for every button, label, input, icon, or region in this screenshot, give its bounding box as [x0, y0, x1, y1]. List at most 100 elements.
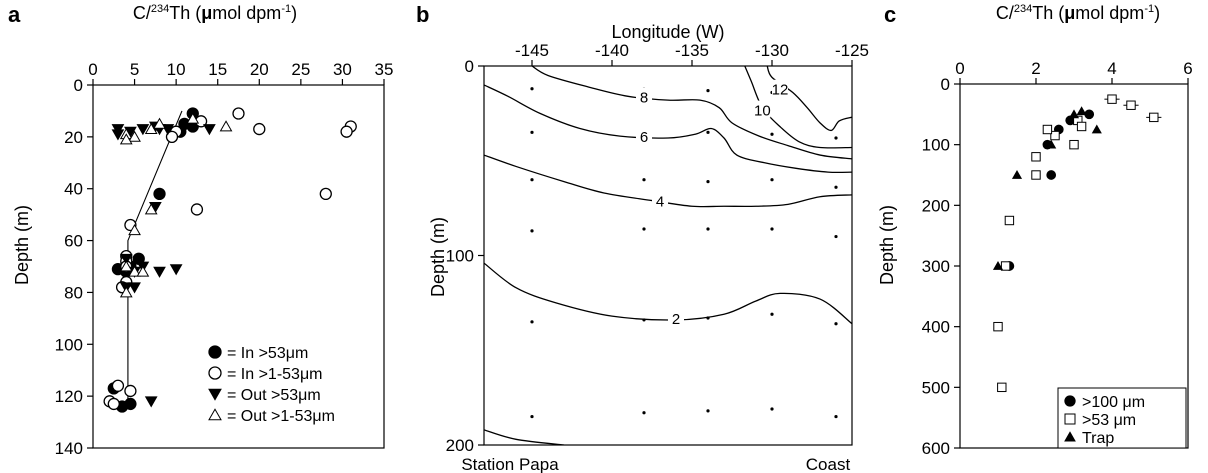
panel-b-x-tick-label: -140 — [595, 41, 629, 60]
panel-a-y-tick-label: 80 — [64, 283, 83, 302]
panel-b-contour-label-bg — [668, 309, 684, 327]
panel-a-x-tick-label: 10 — [167, 60, 186, 79]
panel-c-legend-label: >100 μm — [1082, 394, 1145, 411]
panel-c-point — [1126, 100, 1136, 110]
panel-b-contour-label: 2 — [672, 311, 680, 328]
panel-b-sample-point — [642, 178, 646, 182]
panel-a-legend-label: = Out >53μm — [227, 387, 321, 404]
panel-b-contour-label: 12 — [772, 82, 789, 99]
panel-b-x-tick-label: -125 — [835, 41, 869, 60]
panel-a-point — [153, 266, 166, 278]
panel-a-point — [153, 117, 166, 129]
panel-a-point — [169, 264, 183, 276]
panel-c-ylabel: Depth (m) — [877, 205, 897, 285]
panel-c-point — [1000, 261, 1011, 271]
panel-b-frame — [483, 65, 853, 446]
panel-b-ylabel: Depth (m) — [428, 217, 448, 297]
panel-b-contour-label-bg — [772, 79, 788, 97]
panel-c-point — [997, 382, 1007, 393]
panel-b-x-tick-label: -135 — [675, 41, 709, 60]
panel-c-legend-marker — [1064, 431, 1076, 442]
panel-a-x-tick-label: 5 — [130, 60, 139, 79]
panel-a-point — [119, 286, 133, 298]
panel-a-point — [153, 187, 166, 201]
panel-b-y-tick-label: 200 — [446, 436, 474, 455]
panel-b-contour-line — [484, 429, 565, 445]
panel-a-point — [119, 253, 133, 265]
panel-a-point — [253, 122, 266, 136]
panel-b-contour-line — [484, 262, 852, 325]
panel-b-contour-label-bg — [754, 100, 771, 118]
panel-b-sample-point — [530, 320, 534, 324]
panel-a-y-tick-label: 40 — [64, 180, 83, 199]
panel-a-point — [128, 282, 141, 294]
panel-c-y-tick-label: 400 — [922, 318, 950, 337]
panel-b-sample-point — [706, 130, 710, 134]
panel-c-point — [1046, 170, 1057, 180]
panel-a-legend-marker — [208, 366, 222, 380]
panel-c-y-tick-label: 0 — [941, 75, 950, 94]
panel-c-y-tick-label: 500 — [922, 378, 950, 397]
panel-c-legend-label: Trap — [1082, 430, 1114, 447]
panel-a-point — [128, 223, 141, 236]
panel-b-contour-line — [744, 66, 852, 149]
panel-c-point — [992, 261, 1004, 270]
panel-a-letter: a — [8, 2, 21, 27]
panel-a-y-tick-label: 20 — [64, 128, 83, 147]
panel-b-contour-label: 4 — [656, 194, 664, 211]
panel-c-legend-label: >53 μm — [1082, 412, 1136, 429]
panel-b-contour-line — [531, 66, 852, 160]
panel-c-y-tick-label: 300 — [922, 257, 950, 276]
panel-c-x-tick-label: 6 — [1183, 59, 1192, 78]
panel-b-contour-line — [484, 84, 852, 174]
panel-a-legend-marker — [208, 388, 222, 401]
panel-a-x-tick-label: 25 — [291, 60, 310, 79]
panel-b-y-tick-label: 100 — [446, 247, 474, 266]
panel-b-sample-point — [530, 178, 534, 182]
panel-b-sample-point — [706, 89, 710, 93]
panel-a-y-tick-label: 140 — [55, 439, 83, 458]
panel-a-x-tick-label: 0 — [88, 60, 97, 79]
panel-a-point — [190, 203, 204, 216]
panel-b-sample-point — [770, 227, 774, 231]
panel-b-x-tick-label: -145 — [515, 41, 549, 60]
panel-c-point — [993, 321, 1003, 332]
panel-b-sample-point — [770, 178, 774, 182]
panel-a-x-tick-label: 15 — [208, 60, 227, 79]
panel-b-sample-point — [770, 312, 774, 316]
panel-c-y-tick-label: 600 — [922, 439, 950, 458]
panel-b-right-label: Coast — [806, 455, 851, 473]
panel-a-point — [340, 125, 353, 138]
panel-a-point — [119, 260, 133, 272]
panel-a-ylabel: Depth (m) — [12, 205, 32, 285]
panel-b-sample-point — [706, 409, 710, 413]
panel-b-contour-label-bg — [652, 191, 668, 209]
panel-b-sample-point — [530, 414, 534, 419]
panel-c-point — [1050, 130, 1060, 141]
panel-a-x-tick-label: 20 — [250, 60, 269, 79]
panel-a-point — [203, 124, 216, 136]
panel-c-point — [1031, 152, 1041, 162]
panel-c-legend-marker — [1064, 395, 1076, 407]
panel-c-point — [1042, 124, 1053, 135]
panel-b-sample-point — [642, 411, 646, 415]
panel-a-xlabel: C/234Th (μmol dpm-1) — [133, 3, 297, 23]
panel-c-x-tick-label: 2 — [1031, 59, 1040, 78]
panel-a-y-tick-label: 0 — [74, 76, 83, 95]
panel-a-point — [144, 396, 158, 408]
panel-a-point — [111, 129, 125, 141]
panel-a-x-tick-label: 30 — [333, 60, 352, 79]
panel-b-xlabel: Longitude (W) — [611, 22, 724, 42]
panel-c-xlabel: C/234Th (μmol dpm-1) — [996, 3, 1160, 23]
panel-b-sample-point — [834, 414, 838, 419]
panel-a-point — [232, 107, 245, 120]
panel-b-left-label: Station Papa — [461, 455, 559, 473]
panel-a-point — [119, 133, 133, 145]
panel-b-contour-label-bg — [636, 127, 652, 145]
panel-a-point — [128, 130, 141, 142]
panel-c-y-tick-label: 100 — [922, 136, 950, 155]
panel-b-sample-point — [770, 132, 774, 136]
panel-c-point — [1091, 124, 1102, 134]
